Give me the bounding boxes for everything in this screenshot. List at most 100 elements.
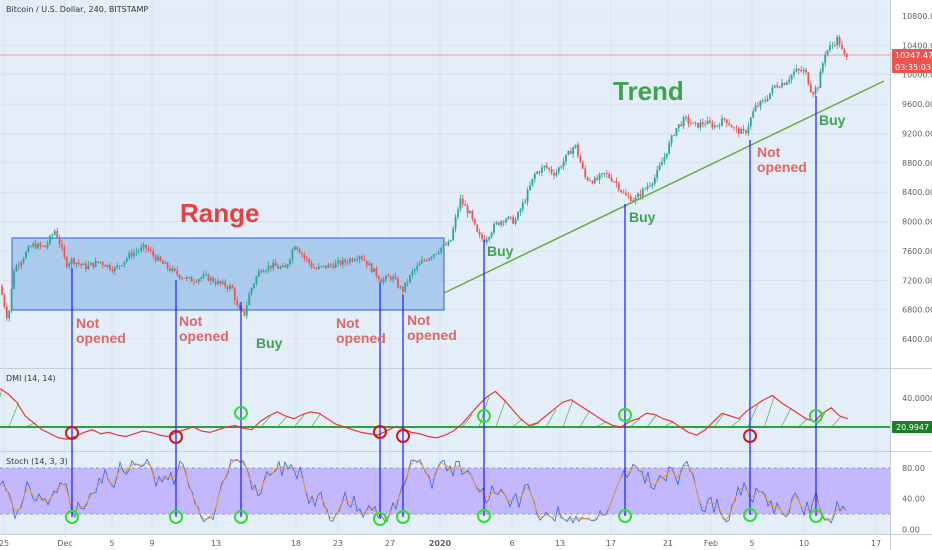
candle-body [421, 260, 423, 264]
not-opened-label: opened [757, 159, 807, 175]
candle-body [416, 265, 419, 270]
candle-body [569, 151, 572, 154]
candle-body [553, 172, 555, 176]
candle-body [337, 260, 339, 263]
chart-title: Bitcoin / U.S. Dollar, 240, BITSTAMP [6, 5, 148, 14]
candle-body [545, 165, 548, 168]
candle-body [430, 257, 433, 259]
candle-body [260, 270, 263, 273]
candle-body [716, 125, 719, 127]
time-tick-label: 17 [606, 539, 616, 548]
candle-body [788, 79, 791, 83]
candle-body [663, 157, 666, 163]
candle-body [262, 271, 265, 273]
candle-body [20, 261, 23, 266]
candle-body [505, 219, 507, 223]
buy-label: Buy [487, 243, 514, 259]
candle-body [697, 123, 699, 128]
candle-body [433, 254, 435, 258]
candle-body [58, 237, 61, 245]
trendline [443, 80, 885, 294]
dmi-hatch-stroke [461, 414, 473, 428]
candle-body [699, 122, 702, 128]
dmi-signal-circle [65, 426, 79, 440]
dmi-hatch-stroke [8, 402, 20, 428]
candle-body [317, 266, 320, 269]
candle-body [284, 265, 287, 268]
stoch-signal-circle [618, 509, 632, 523]
candle-body [219, 281, 222, 284]
candle-body [385, 275, 387, 280]
candle-body [404, 282, 407, 292]
candle-body [629, 196, 632, 202]
candle-body [668, 142, 671, 154]
candle-body [754, 105, 757, 112]
stoch-signal-circle [65, 510, 79, 524]
price-tick-label: 6800.00 [902, 306, 932, 315]
candle-body [601, 173, 603, 175]
time-tick-label: 9 [149, 539, 154, 548]
candle-body [845, 53, 848, 58]
candle-body [567, 151, 570, 155]
dmi-hatch-stroke [495, 399, 507, 428]
candle-body [89, 262, 92, 265]
candle-body [627, 195, 630, 197]
candle-body [807, 72, 810, 85]
candle-body [389, 276, 392, 280]
candle-body [409, 274, 411, 283]
candle-body [500, 221, 503, 225]
dmi-hatch-stroke [629, 418, 641, 428]
candle-body [445, 244, 447, 246]
candle-body [221, 281, 224, 284]
candle-body [82, 263, 85, 266]
candle-body [339, 260, 342, 265]
candle-body [526, 189, 529, 202]
price-tick-label: 8800.00 [902, 159, 932, 168]
candle-body [440, 247, 443, 253]
candle-body [87, 264, 90, 269]
stoch-tick-label: 80.00 [902, 464, 925, 473]
candle-body [800, 70, 803, 72]
candle-body [425, 260, 428, 262]
price-tick-label: 9200.00 [902, 129, 932, 138]
candle-body [341, 259, 344, 265]
candle-body [322, 265, 325, 267]
candle-body [812, 92, 815, 95]
candle-body [490, 232, 493, 238]
candle-body [277, 266, 279, 269]
candle-body [442, 244, 445, 248]
candle-body [785, 82, 788, 85]
stoch-signal-circle [809, 509, 823, 523]
time-tick-label: 5 [109, 539, 114, 548]
candle-body [250, 288, 253, 294]
candle-body [579, 155, 582, 163]
candle-body [22, 258, 25, 262]
dmi-hatch-stroke [831, 415, 842, 428]
candle-body [718, 125, 721, 127]
candle-body [291, 250, 294, 260]
candle-body [541, 167, 543, 173]
dmi-hatch-stroke [545, 408, 557, 428]
price-tick-label: 8000.00 [902, 218, 932, 227]
not-opened-label: opened [407, 327, 457, 343]
candle-body [303, 254, 306, 258]
candle-body [656, 169, 659, 178]
candle-body [625, 192, 627, 196]
candle-body [497, 222, 500, 225]
candle-body [274, 262, 277, 267]
candle-body [709, 120, 711, 123]
candle-body [543, 165, 546, 168]
candle-body [346, 262, 349, 264]
candle-body [646, 186, 649, 189]
candle-body [675, 128, 678, 136]
candle-body [725, 119, 728, 124]
candle-body [135, 251, 138, 253]
candle-body [524, 201, 527, 203]
dmi-label: DMI (14, 14) [6, 374, 56, 383]
candle-body [617, 183, 620, 191]
candle-body [610, 177, 613, 182]
candle-body [449, 240, 452, 242]
candle-body [325, 265, 327, 268]
candle-body [80, 263, 83, 266]
